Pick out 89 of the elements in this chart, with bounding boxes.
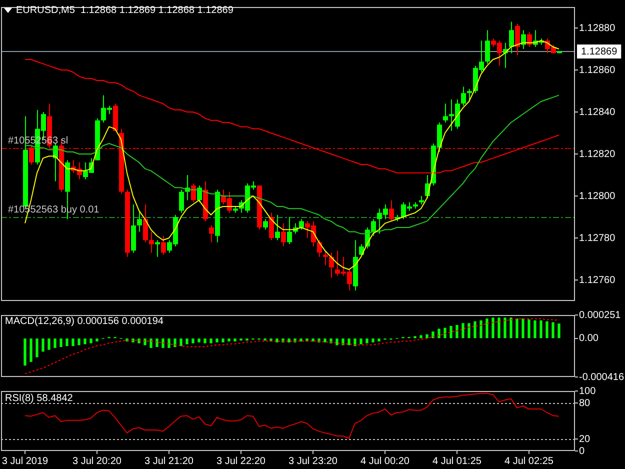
bar [30, 338, 32, 362]
y-tick-label: 0.00 [579, 333, 599, 344]
x-tick-label: 4 Jul 02:25 [504, 456, 554, 467]
bar [174, 338, 176, 348]
bar [150, 338, 152, 348]
bar [84, 338, 86, 344]
bar [336, 338, 338, 346]
bar [198, 338, 200, 342]
chart-title: EURUSD,M5 1.12868 1.12869 1.12868 1.12869 [16, 5, 234, 16]
ref-line-label: 1.12869 [581, 46, 618, 58]
x-tick-label: 4 Jul 01:25 [432, 456, 482, 467]
bar [516, 318, 518, 338]
x-tick-label: 3 Jul 22:20 [216, 456, 266, 467]
bar [534, 320, 536, 338]
y-tick-label: 1.12800 [579, 190, 616, 202]
bar [528, 319, 530, 338]
bar [420, 335, 422, 338]
bar [504, 318, 506, 338]
y-tick-label: 1.12880 [579, 22, 616, 34]
x-tick-label: 3 Jul 21:20 [144, 456, 194, 467]
bar [138, 338, 140, 344]
bar [180, 338, 182, 346]
bar [474, 321, 476, 338]
bar [492, 318, 494, 338]
bar [468, 323, 470, 338]
bar [522, 318, 524, 338]
bar [438, 328, 440, 338]
bar [324, 338, 326, 342]
bar [216, 338, 218, 342]
chart-title: MACD(12,26,9) 0.000156 0.000194 [5, 316, 164, 327]
bar [210, 338, 212, 344]
bar [426, 334, 428, 338]
bar [546, 321, 548, 338]
y-tick-label: -0.000416 [579, 372, 624, 383]
bar [60, 338, 62, 348]
bar [354, 338, 356, 346]
bar [204, 338, 206, 344]
y-tick-label: 0.000251 [579, 310, 622, 321]
bar [36, 338, 38, 358]
bar [552, 322, 554, 338]
bar [228, 338, 230, 342]
bar [186, 338, 188, 344]
bar [480, 320, 482, 338]
bar [42, 338, 44, 352]
y-tick-label: 20 [579, 434, 591, 445]
y-tick-label: 1.12820 [579, 148, 616, 160]
bar [558, 324, 560, 338]
bar [234, 338, 236, 342]
bar [450, 326, 452, 338]
x-tick-label: 3 Jul 23:20 [288, 456, 338, 467]
bar [486, 318, 488, 338]
bar [222, 338, 224, 342]
bar [144, 338, 146, 346]
bar [444, 328, 446, 338]
y-tick-label: 1.12860 [579, 64, 616, 76]
bar [510, 318, 512, 338]
y-tick-label: 0 [579, 446, 585, 457]
bar [498, 318, 500, 338]
bar [90, 338, 92, 344]
bar [24, 338, 26, 366]
x-tick-label: 3 Jul 2019 [2, 456, 49, 467]
bar [276, 338, 278, 342]
bar [72, 338, 74, 346]
bar [540, 320, 542, 338]
bar [378, 338, 380, 342]
bar [96, 338, 98, 342]
bar [366, 338, 368, 344]
y-tick-label: 80 [579, 398, 591, 409]
x-tick-label: 4 Jul 00:20 [360, 456, 410, 467]
bar [360, 338, 362, 344]
bar [288, 338, 290, 342]
y-tick-label: 1.12840 [579, 106, 616, 118]
chart-title: RSI(8) 58.4842 [5, 393, 73, 404]
bar [66, 338, 68, 346]
x-tick-label: 3 Jul 20:20 [72, 456, 122, 467]
y-tick-label: 100 [579, 386, 596, 397]
bar [192, 338, 194, 344]
bar [462, 323, 464, 338]
bar [48, 338, 50, 350]
bar [54, 338, 56, 348]
bar [456, 324, 458, 338]
bar [162, 338, 164, 348]
bar [168, 338, 170, 348]
y-tick-label: 1.12780 [579, 232, 616, 244]
bar [348, 338, 350, 346]
y-tick-label: 1.12760 [579, 274, 616, 286]
bar [156, 338, 158, 348]
bar [78, 338, 80, 346]
bar [372, 338, 374, 342]
